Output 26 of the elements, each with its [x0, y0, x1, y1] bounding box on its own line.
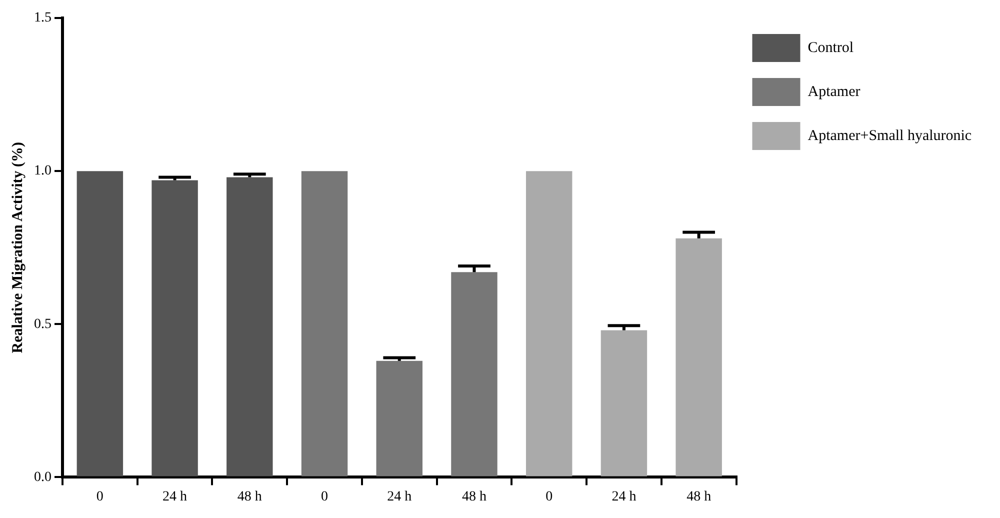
- y-tick-label: 0.0: [34, 470, 52, 485]
- x-tick-label: 48 h: [237, 489, 262, 504]
- bar: [451, 272, 498, 476]
- legend-label: Aptamer: [808, 84, 860, 100]
- x-tick-label: 24 h: [387, 489, 412, 504]
- x-tick-label: 0: [321, 489, 328, 504]
- legend-label: Aptamer+Small hyaluronic: [808, 128, 972, 144]
- bar: [301, 171, 348, 476]
- x-tick-label: 0: [96, 489, 104, 504]
- x-tick-label: 48 h: [462, 489, 486, 504]
- bar: [600, 330, 648, 476]
- x-tick-label: 24 h: [162, 489, 188, 504]
- bar: [676, 238, 722, 476]
- bar: [376, 360, 422, 476]
- bar: [226, 177, 273, 476]
- y-axis-title: Realative Migration Activity (%): [10, 142, 26, 354]
- bar: [152, 180, 198, 476]
- legend-label: Control: [808, 40, 854, 56]
- x-tick-label: 48 h: [686, 489, 712, 504]
- x-tick-label: 0: [546, 489, 553, 504]
- bar: [76, 171, 124, 476]
- y-tick-label: 0.5: [34, 316, 52, 332]
- y-tick-label: 1.0: [34, 164, 52, 179]
- bar: [526, 171, 572, 476]
- x-tick-label: 24 h: [612, 489, 636, 504]
- y-tick-label: 1.5: [34, 10, 52, 26]
